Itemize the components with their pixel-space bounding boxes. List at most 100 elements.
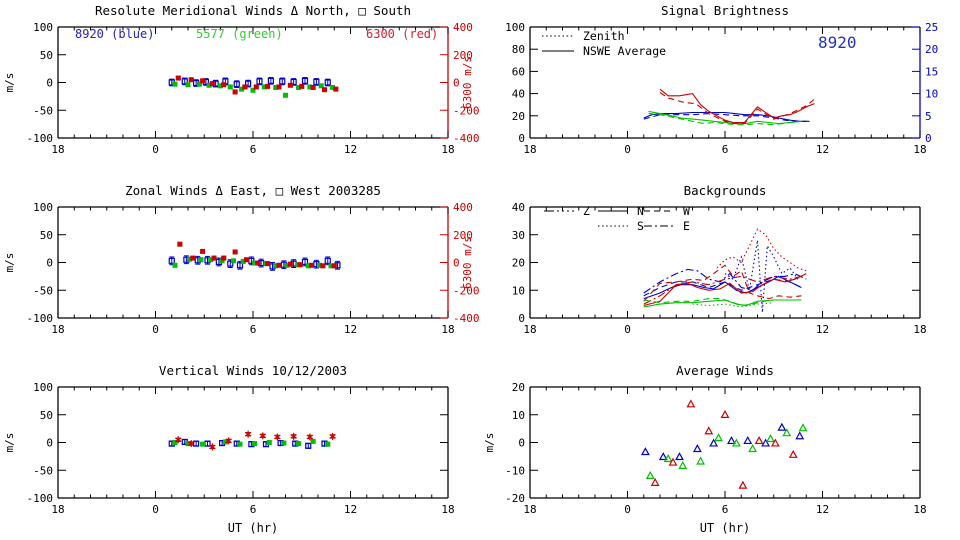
svg-text:40: 40 <box>512 201 525 214</box>
svg-text:NSWE Average: NSWE Average <box>583 44 666 58</box>
svg-text:0: 0 <box>624 323 631 336</box>
svg-text:0: 0 <box>453 257 460 270</box>
svg-text:0: 0 <box>925 132 932 145</box>
svg-text:-50: -50 <box>33 464 53 477</box>
panel-average-winds: 18 0 6 12 18 20 10 0 -10 -20 Average Winds m/s UT (h… <box>480 360 960 540</box>
svg-text:18: 18 <box>51 143 64 156</box>
svg-text:-400: -400 <box>453 132 480 145</box>
svg-text:20: 20 <box>512 257 525 270</box>
svg-text:-400: -400 <box>453 312 480 325</box>
svg-text:0: 0 <box>518 437 525 450</box>
svg-text:Zonal Winds Δ East, □ West 200: Zonal Winds Δ East, □ West 2003285 <box>125 183 381 198</box>
svg-text:Zenith: Zenith <box>583 29 625 43</box>
svg-text:m/s: m/s <box>3 253 16 273</box>
svg-text:6300 m/s: 6300 m/s <box>461 56 474 109</box>
svg-text:18: 18 <box>523 503 536 516</box>
svg-text:-50: -50 <box>33 284 53 297</box>
svg-text:10: 10 <box>925 88 938 101</box>
svg-text:12: 12 <box>816 143 829 156</box>
svg-text:S: S <box>637 219 644 233</box>
svg-text:50: 50 <box>40 409 53 422</box>
svg-text:6300 m/s: 6300 m/s <box>461 236 474 289</box>
svg-text:25: 25 <box>925 21 938 34</box>
svg-text:0: 0 <box>46 77 53 90</box>
svg-text:200: 200 <box>453 229 473 242</box>
svg-text:18: 18 <box>441 503 454 516</box>
svg-text:-200: -200 <box>453 284 480 297</box>
svg-text:6: 6 <box>722 143 729 156</box>
svg-text:6: 6 <box>722 323 729 336</box>
panel-signal-brightness: 18 0 6 12 18 100 80 60 40 20 0 25 20 15 10 5 0 Signal Bri… <box>480 0 960 180</box>
svg-text:Signal Brightness: Signal Brightness <box>661 3 789 18</box>
svg-text:18: 18 <box>51 323 64 336</box>
panel-zonal-winds: 18 0 6 12 18 100 50 0 -50 -100 400 200 0 -200 -400 6300… <box>0 180 480 360</box>
svg-text:-100: -100 <box>27 492 54 505</box>
svg-text:Resolute Meridional Winds Δ No: Resolute Meridional Winds Δ North, □ Sou… <box>95 3 411 18</box>
svg-text:W: W <box>683 204 690 218</box>
svg-text:0: 0 <box>518 312 525 325</box>
svg-text:5: 5 <box>925 110 932 123</box>
svg-text:0: 0 <box>624 143 631 156</box>
svg-text:30: 30 <box>512 229 525 242</box>
svg-text:80: 80 <box>512 43 525 56</box>
svg-text:0: 0 <box>624 503 631 516</box>
svg-text:20: 20 <box>512 381 525 394</box>
svg-text:18: 18 <box>441 323 454 336</box>
svg-text:0: 0 <box>152 323 159 336</box>
svg-text:Z: Z <box>583 204 590 218</box>
svg-text:8920 (blue): 8920 (blue) <box>75 27 154 41</box>
svg-text:Average Winds: Average Winds <box>676 363 774 378</box>
svg-text:6300 (red): 6300 (red) <box>366 27 438 41</box>
svg-text:100: 100 <box>33 381 53 394</box>
svg-text:15: 15 <box>925 65 938 78</box>
svg-text:200: 200 <box>453 49 473 62</box>
svg-text:60: 60 <box>512 65 525 78</box>
svg-text:100: 100 <box>33 201 53 214</box>
panel-vertical-winds: 18 0 6 12 18 100 50 0 -50 -100 Vertical Winds 10/1… <box>0 360 480 540</box>
svg-text:UT (hr): UT (hr) <box>700 521 751 535</box>
svg-text:12: 12 <box>344 503 357 516</box>
svg-text:18: 18 <box>523 143 536 156</box>
svg-text:m/s: m/s <box>3 73 16 93</box>
svg-text:N: N <box>637 204 644 218</box>
svg-text:40: 40 <box>512 88 525 101</box>
svg-text:18: 18 <box>51 503 64 516</box>
svg-text:100: 100 <box>33 21 53 34</box>
svg-text:18: 18 <box>523 323 536 336</box>
svg-text:12: 12 <box>344 323 357 336</box>
svg-text:Vertical Winds 10/12/2003: Vertical Winds 10/12/2003 <box>159 363 347 378</box>
chart-average-winds: 18 0 6 12 18 20 10 0 -10 -20 Average Winds m/s UT (h… <box>483 363 927 535</box>
svg-text:-10: -10 <box>505 464 525 477</box>
svg-text:-20: -20 <box>505 492 525 505</box>
svg-text:0: 0 <box>46 257 53 270</box>
svg-text:6: 6 <box>250 503 257 516</box>
svg-text:6: 6 <box>722 503 729 516</box>
svg-text:12: 12 <box>816 323 829 336</box>
svg-text:18: 18 <box>441 143 454 156</box>
svg-text:10: 10 <box>512 284 525 297</box>
panel-meridional-winds: 18 0 6 12 18 100 50 0 -50 -100 400 200 0 -200 -400 6300… <box>0 0 480 180</box>
svg-text:18: 18 <box>913 323 926 336</box>
svg-text:12: 12 <box>816 503 829 516</box>
svg-text:UT (hr): UT (hr) <box>228 521 279 535</box>
chart-meridional-winds: 18 0 6 12 18 100 50 0 -50 -100 400 200 0 -200 -400 6300… <box>3 3 480 156</box>
svg-text:Backgrounds: Backgrounds <box>684 183 767 198</box>
svg-text:0: 0 <box>152 503 159 516</box>
svg-text:0: 0 <box>518 132 525 145</box>
svg-text:8920: 8920 <box>818 33 857 52</box>
svg-text:m/s: m/s <box>3 433 16 453</box>
svg-text:0: 0 <box>453 77 460 90</box>
panel-backgrounds: 18 0 6 12 18 40 30 20 10 0 Backgrounds Z N W S E <box>480 180 960 360</box>
svg-text:20: 20 <box>925 43 938 56</box>
svg-text:-100: -100 <box>27 312 54 325</box>
svg-text:m/s: m/s <box>483 433 496 453</box>
svg-text:50: 50 <box>40 229 53 242</box>
svg-text:6: 6 <box>250 143 257 156</box>
chart-zonal-winds: 18 0 6 12 18 100 50 0 -50 -100 400 200 0 -200 -400 6300… <box>3 183 480 336</box>
svg-text:E: E <box>683 219 690 233</box>
svg-text:50: 50 <box>40 49 53 62</box>
